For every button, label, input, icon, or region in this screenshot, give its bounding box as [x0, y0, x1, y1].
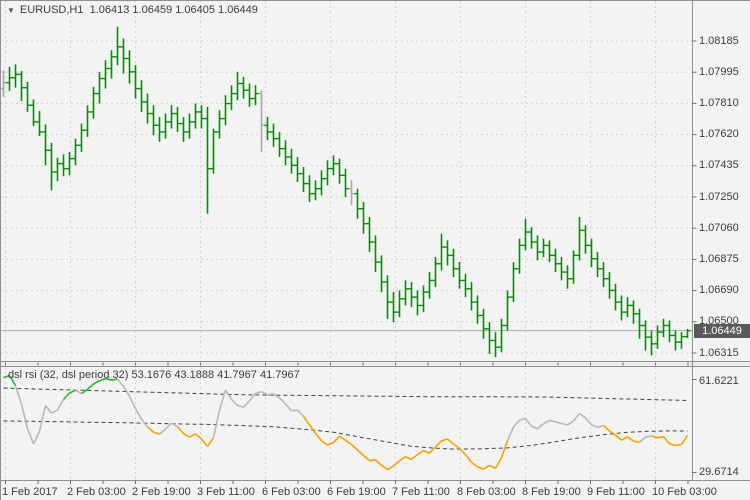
- indicator-title: dsl rsi (32, dsl period 32) 53.1676 43.1…: [8, 369, 300, 381]
- price-axis-label: 1.06315: [699, 347, 739, 359]
- price-axis[interactable]: 1.08185 1.07995 1.07810 1.07620 1.07435 1.072…: [693, 0, 750, 362]
- time-axis-label: 1 Feb 2017: [2, 486, 58, 498]
- ohlc-bars: [0, 26, 691, 358]
- price-axis-label: 1.07620: [699, 128, 739, 140]
- rsi-line: [3, 374, 689, 471]
- pane-separator[interactable]: [0, 361, 750, 367]
- indicator-scale-min: 29.6714: [699, 466, 739, 478]
- grid: [1, 1, 692, 480]
- time-axis-label: 9 Feb 11:00: [587, 486, 645, 498]
- current-price-tag: 1.06449: [694, 324, 750, 338]
- price-axis-label: 1.06875: [699, 253, 739, 265]
- time-axis-label: 6 Feb 03:00: [262, 486, 321, 498]
- time-axis-label: 3 Feb 11:00: [197, 486, 255, 498]
- time-axis-label: 2 Feb 03:00: [67, 486, 126, 498]
- time-axis[interactable]: 1 Feb 2017 2 Feb 03:00 2 Feb 19:00 3 Feb 11…: [0, 481, 750, 500]
- price-axis-label: 1.06690: [699, 284, 739, 296]
- dsl-upper-line: [3, 387, 688, 401]
- price-axis-label: 1.07435: [699, 159, 739, 171]
- dsl-lower-line: [3, 420, 688, 450]
- price-axis-label: 1.07810: [699, 97, 739, 109]
- price-axis-label: 1.07060: [699, 222, 739, 234]
- indicator-axis[interactable]: 61.6221 29.6714: [693, 367, 750, 481]
- price-axis-label: 1.08185: [699, 35, 739, 47]
- time-axis-label: 10 Feb 03:00: [652, 486, 717, 498]
- indicator-scale-max: 61.6221: [699, 375, 739, 387]
- time-axis-label: 2 Feb 19:00: [132, 486, 191, 498]
- symbol-dropdown-icon[interactable]: ▼: [7, 5, 15, 15]
- price-axis-label: 1.07250: [699, 191, 739, 203]
- chart-title: ▼ EURUSD,H1 1.06413 1.06459 1.06405 1.06…: [7, 4, 258, 16]
- current-price-value: 1.06449: [702, 325, 742, 337]
- axis-ticks: [5, 40, 697, 484]
- price-axis-label: 1.07995: [699, 66, 739, 78]
- time-axis-label: 6 Feb 19:00: [327, 486, 386, 498]
- time-axis-label: 8 Feb 03:00: [457, 486, 516, 498]
- time-axis-label: 8 Feb 19:00: [522, 486, 581, 498]
- chart-title-text: EURUSD,H1 1.06413 1.06459 1.06405 1.0644…: [19, 4, 258, 16]
- time-axis-label: 7 Feb 11:00: [392, 486, 450, 498]
